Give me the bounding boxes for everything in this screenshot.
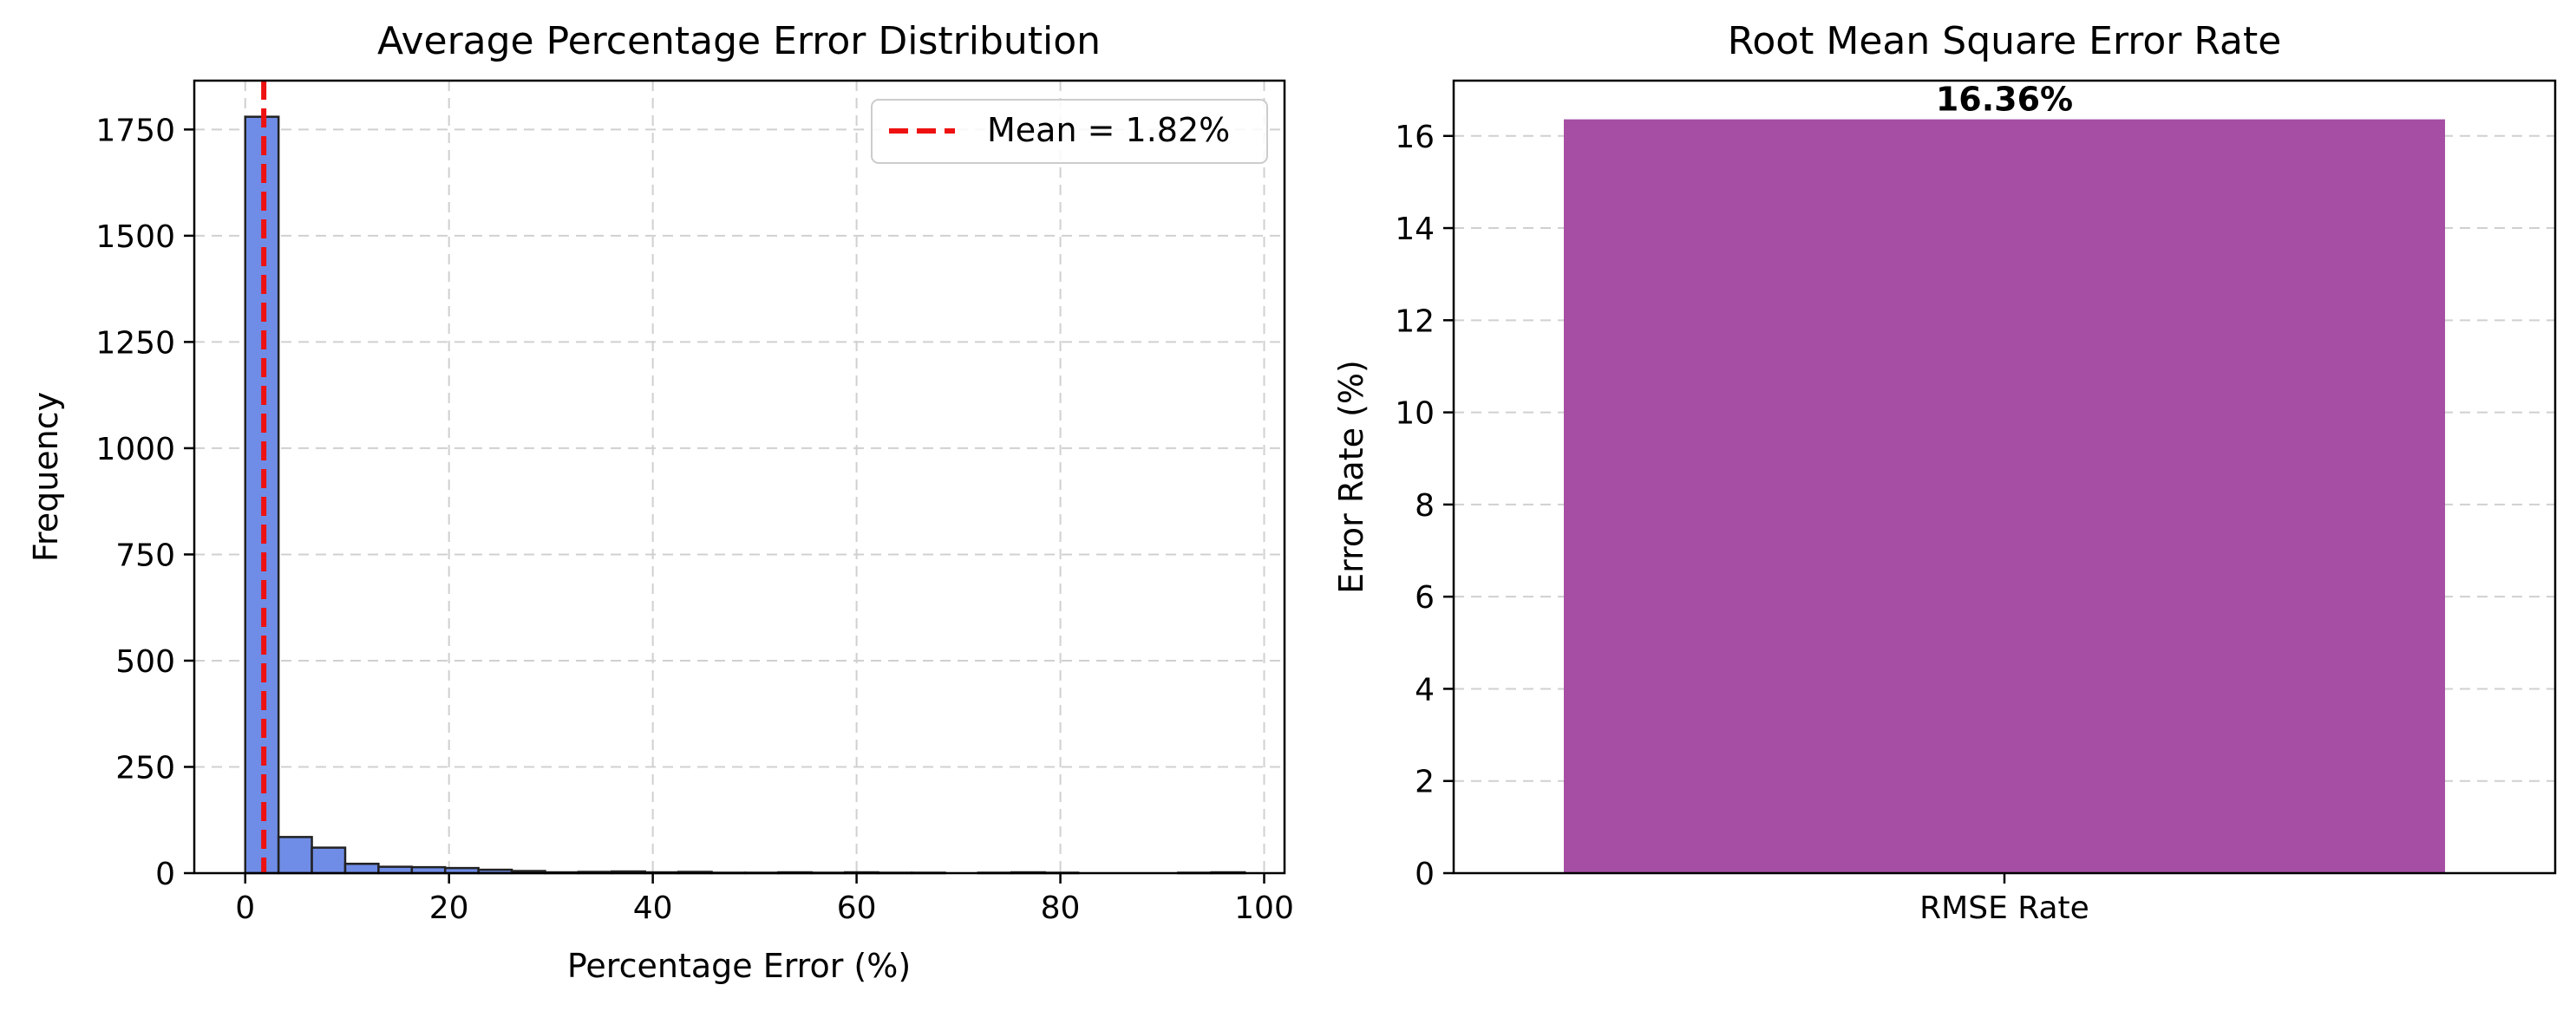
- y-tick-label: 14: [1395, 212, 1435, 247]
- x-tick-label: 80: [1041, 890, 1081, 926]
- rmse-bar: [1564, 119, 2445, 873]
- rmse-panel: Root Mean Square Error Rate 16.36% RMSE …: [1332, 19, 2557, 926]
- x-tick-label: 60: [837, 890, 877, 926]
- histogram-legend: Mean = 1.82%: [871, 99, 1268, 164]
- x-tick-label: RMSE Rate: [1919, 890, 2089, 926]
- rmse-plot-frame: [1452, 79, 2557, 875]
- x-tick-label: 20: [429, 890, 469, 926]
- y-tick-label: 10: [1395, 396, 1435, 432]
- histogram-title: Average Percentage Error Distribution: [377, 19, 1101, 63]
- x-tick-label: 100: [1234, 890, 1294, 926]
- histogram-bar: [343, 862, 380, 875]
- histogram-panel: Average Percentage Error Distribution 0 2…: [27, 19, 1294, 985]
- histogram-y-axis-label: Frequency: [27, 392, 65, 562]
- y-tick-label: 0: [1415, 857, 1435, 892]
- y-tick-label: 1250: [95, 325, 175, 361]
- y-tick-label: 1500: [95, 219, 175, 255]
- x-tick-label: 40: [633, 890, 673, 926]
- y-tick-label: 500: [115, 644, 175, 680]
- y-tick-label: 6: [1415, 580, 1435, 616]
- y-tick-label: 0: [155, 857, 175, 892]
- histogram-plot-frame: [193, 79, 1286, 875]
- y-tick-label: 1000: [95, 432, 175, 467]
- histogram-bar: [311, 846, 347, 875]
- rmse-title: Root Mean Square Error Rate: [1728, 19, 2282, 63]
- y-tick-label: 12: [1395, 303, 1435, 339]
- histogram-x-axis-label: Percentage Error (%): [567, 947, 911, 985]
- y-tick-label: 16: [1395, 120, 1435, 155]
- y-tick-label: 8: [1415, 488, 1435, 524]
- legend-box: [871, 99, 1268, 164]
- rmse-data-label: 16.36%: [1936, 81, 2073, 119]
- y-tick-label: 2: [1415, 765, 1435, 800]
- histogram-bar: [277, 836, 313, 875]
- histogram-grid: [194, 81, 1285, 874]
- x-tick-label: 0: [235, 890, 255, 926]
- y-tick-label: 1750: [95, 113, 175, 148]
- y-tick-label: 250: [115, 750, 175, 786]
- histogram-bars: [244, 115, 1246, 875]
- y-tick-label: 4: [1415, 672, 1435, 708]
- rmse-ticks: RMSE Rate 0 2 4 6 8 10 12 14 16: [1395, 120, 2089, 926]
- y-tick-label: 750: [115, 538, 175, 573]
- legend-mean-label: Mean = 1.82%: [987, 111, 1230, 149]
- rmse-y-axis-label: Error Rate (%): [1332, 360, 1370, 594]
- rmse-bars: 16.36%: [1564, 81, 2445, 873]
